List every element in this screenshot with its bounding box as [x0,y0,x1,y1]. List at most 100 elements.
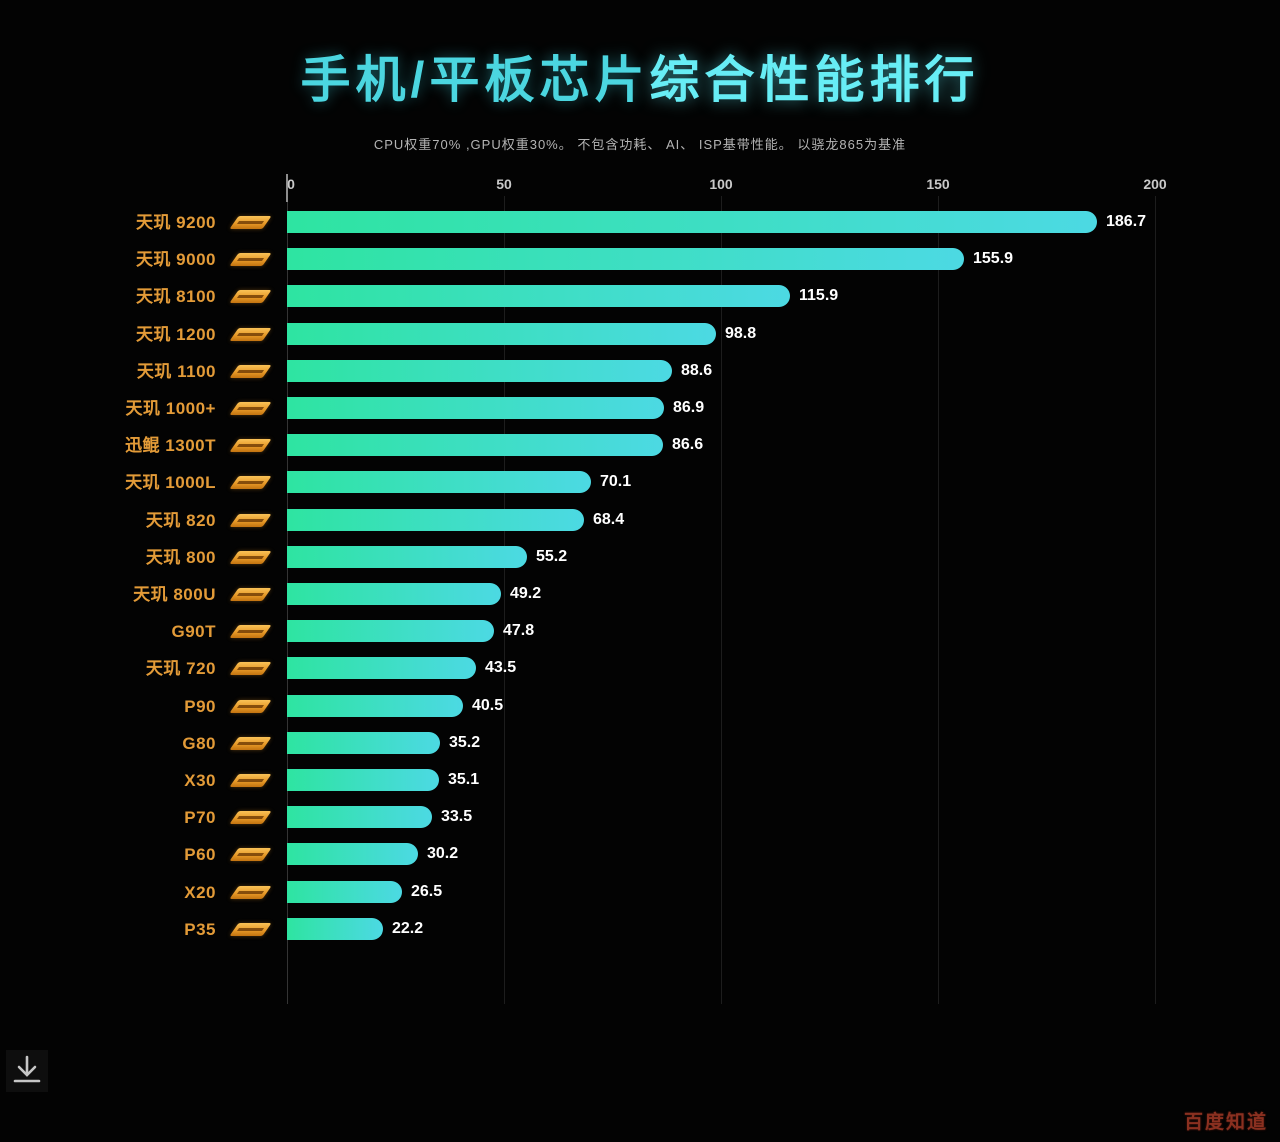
category-label: 天玑 9200 [135,213,216,232]
bar-value-label: 22.2 [392,919,424,937]
category-label: 天玑 1000+ [125,399,216,418]
x-axis-tick-100: 100 [709,176,733,192]
bar-value-label: 30.2 [427,845,459,863]
bar [287,880,402,903]
chart-row: 天玑 8100 115.9 [0,278,1280,315]
bar-value-label: 55.2 [536,547,568,565]
category-label: 天玑 1100 [136,361,216,381]
bar [287,359,672,382]
chart-row: X20 26.5 [0,874,1280,911]
x-axis-tick-0: 0 [287,176,295,192]
category-label: G80 [182,733,216,753]
bar [287,657,476,680]
bar [287,694,463,717]
chart-row: 天玑 800 55.2 [0,539,1280,576]
category-label: G90T [171,622,216,642]
mediatek-logo-icon [229,662,272,676]
bar-value-label: 98.8 [725,324,757,342]
mediatek-logo-icon [229,402,272,415]
category-label: P35 [184,919,216,939]
category-label: P90 [184,696,216,716]
mediatek-logo-icon [229,736,272,750]
gridline-x-200 [1155,196,1156,1004]
chart-row: 天玑 820 68.4 [0,502,1280,539]
mediatek-logo-icon [229,699,272,713]
mediatek-logo-icon [229,848,272,862]
bar [287,471,591,494]
bar [287,583,501,605]
bar [287,397,664,419]
gridline-x-150 [938,196,939,1004]
mediatek-logo-icon [229,922,272,936]
axis-origin-tick [286,174,288,202]
mediatek-logo-icon [229,550,272,564]
category-label: 天玑 1000L [125,473,216,493]
category-label: 天玑 800U [133,585,216,604]
chart-subtitle: CPU权重70% ,GPU权重30%。 不包含功耗、 AI、 ISP基带性能。 … [373,137,907,152]
download-button[interactable] [6,1050,48,1092]
bar-value-label: 35.2 [449,733,481,751]
chart-row: 天玑 1000L 70.1 [0,464,1280,501]
bar-value-label: 43.5 [485,659,517,677]
chart-row: 天玑 1200 98.8 [0,316,1280,353]
x-axis-tick-200: 200 [1143,176,1167,192]
mediatek-logo-icon [229,327,272,341]
mediatek-logo-icon [229,439,272,453]
bar [287,211,1097,233]
category-label: 天玑 1200 [135,324,216,344]
category-label: 天玑 720 [145,659,216,679]
bar [287,731,440,754]
gridline-x-50 [504,196,505,1004]
chart-title-part2: 综合性能排行 [649,52,980,108]
chart-row: X30 35.1 [0,762,1280,799]
category-label: 天玑 800 [145,547,216,567]
bar [287,322,716,345]
mediatek-logo-icon [229,513,272,527]
bar-value-label: 115.9 [799,287,839,305]
mediatek-logo-icon [229,364,272,378]
chart-title: 手机/平板芯片综合性能排行 [0,40,1280,112]
category-label: 天玑 9000 [135,250,216,270]
bar [287,806,432,829]
chart-row: 迅鲲 1300T 86.6 [0,427,1280,464]
chart-row: 天玑 720 43.5 [0,650,1280,687]
bar-value-label: 155.9 [973,250,1014,268]
bar-value-label: 68.4 [593,510,625,528]
mediatek-logo-icon [229,253,272,267]
bar-value-label: 70.1 [600,473,632,491]
category-label: X20 [184,882,216,902]
chart-row: 天玑 1000+ 86.9 [0,390,1280,427]
bar-value-label: 86.9 [673,399,705,416]
bar-value-label: 35.1 [448,771,480,788]
category-label: 天玑 820 [145,510,216,530]
bar [287,508,584,531]
bar [287,248,964,271]
watermark-baidu-zhidao: 百度知道 [1183,1112,1268,1133]
mediatek-logo-icon [229,625,272,639]
chart-row: G80 35.2 [0,725,1280,762]
chart-row: 天玑 800U 49.2 [0,576,1280,613]
mediatek-logo-icon [229,774,272,787]
bar [287,843,418,866]
bar-value-label: 186.7 [1106,213,1147,230]
chart-row: P35 22.2 [0,911,1280,948]
bar-value-label: 88.6 [681,361,713,379]
bar-value-label: 26.5 [411,882,443,900]
bar-value-label: 86.6 [672,436,704,454]
mediatek-logo-icon [229,885,272,899]
chart-row: 天玑 9000 155.9 [0,241,1280,278]
download-arrow-icon [13,1055,41,1083]
category-label: P60 [184,845,216,865]
chart-row: P70 33.5 [0,799,1280,836]
bar [287,434,663,457]
chart-row: P60 30.2 [0,836,1280,873]
chart-row: 天玑 1100 88.6 [0,353,1280,390]
gridline-x-100 [721,196,722,1004]
mediatek-logo-icon [229,476,272,490]
mediatek-logo-icon [229,216,272,229]
mediatek-logo-icon [229,290,272,304]
bar [287,545,527,568]
category-label: 迅鲲 1300T [125,436,216,456]
